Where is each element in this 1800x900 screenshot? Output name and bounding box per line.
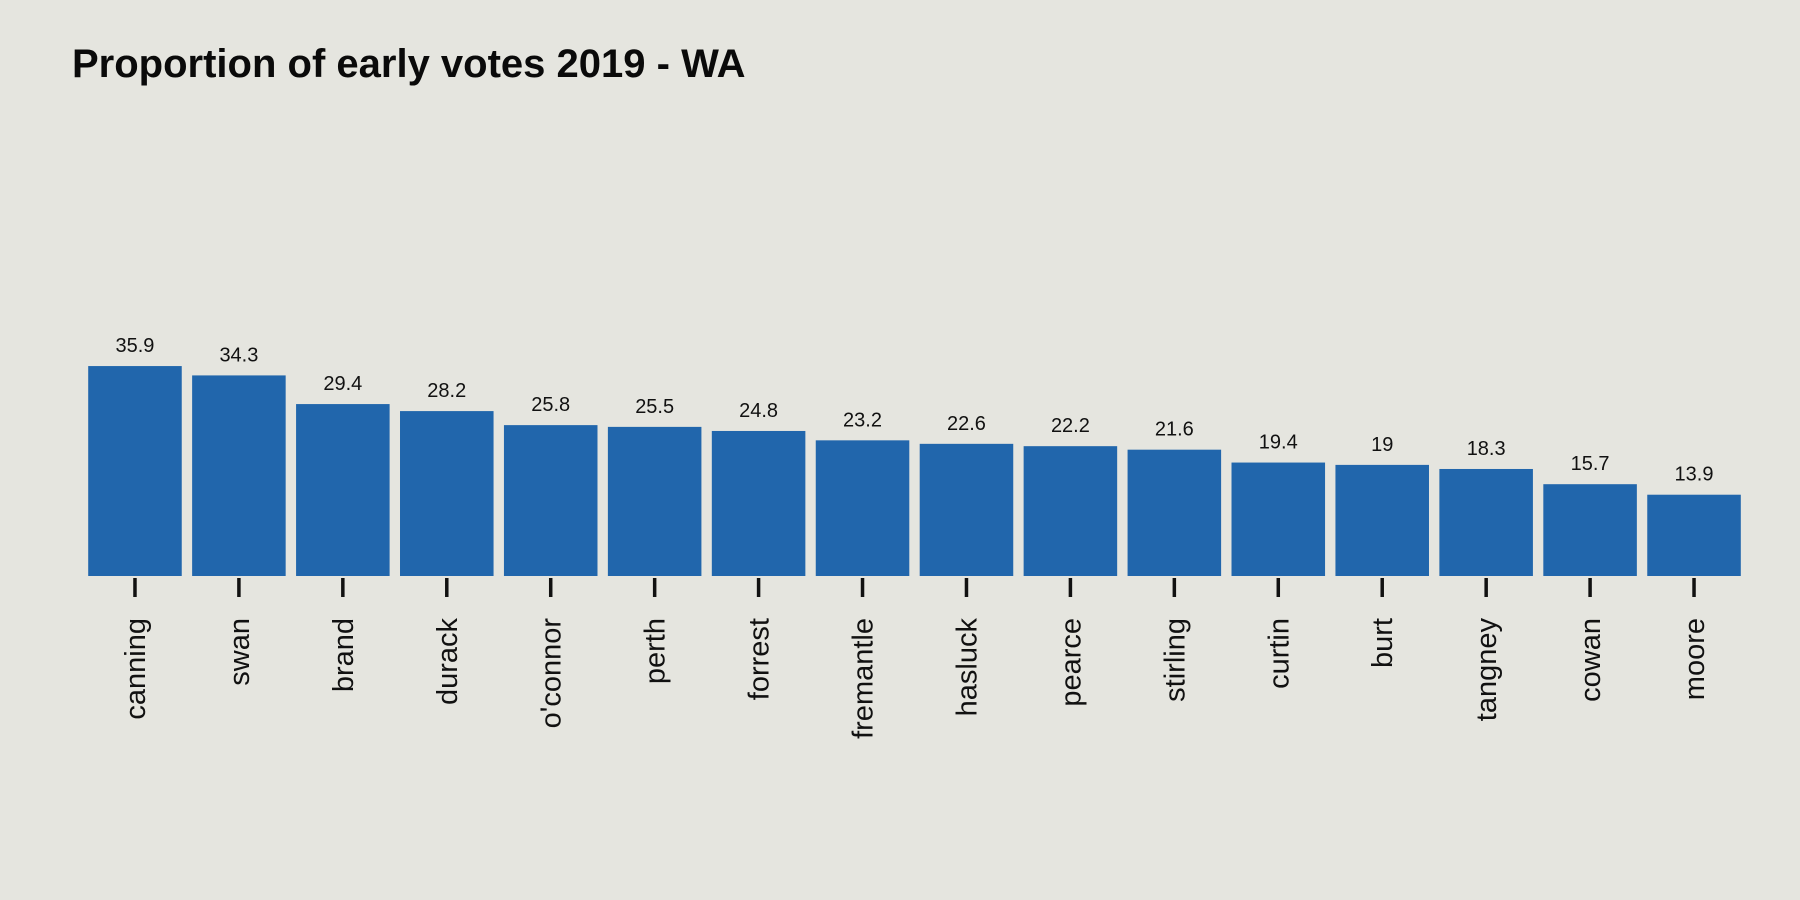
x-tick-label-o-connor: o'connor — [536, 618, 568, 729]
x-tick-label-cowan: cowan — [1575, 618, 1607, 702]
bar-o-connor — [503, 425, 598, 576]
data-label-forrest: 24.8 — [739, 400, 778, 422]
x-tick-label-brand: brand — [328, 618, 360, 692]
data-label-perth: 25.5 — [635, 396, 674, 418]
bar-canning — [88, 366, 182, 576]
bar-cowan — [1543, 484, 1637, 576]
chart-title: Proportion of early votes 2019 - WA — [72, 42, 746, 86]
x-axis-tick-labels-layer: canning swan brand durack o'connor perth forre… — [120, 618, 1711, 739]
bar-swan — [192, 375, 286, 576]
bar-forrest — [711, 430, 806, 576]
bar-durack — [400, 411, 494, 576]
x-tick-label-tangney: tangney — [1471, 618, 1503, 722]
data-label-tangney: 18.3 — [1467, 438, 1506, 460]
bar-perth — [607, 426, 702, 576]
bar-moore — [1647, 494, 1741, 576]
x-tick-label-burt: burt — [1367, 618, 1399, 668]
x-tick-label-perth: perth — [640, 618, 672, 684]
bar-curtin — [1231, 462, 1326, 576]
data-label-fremantle: 23.2 — [843, 409, 882, 431]
bar-hasluck — [919, 443, 1014, 576]
bar-fremantle — [815, 440, 910, 576]
data-label-durack: 28.2 — [427, 380, 466, 402]
data-label-canning: 35.9 — [116, 335, 155, 357]
bar-burt — [1335, 464, 1429, 576]
x-tick-label-forrest: forrest — [744, 618, 776, 700]
bars-layer — [88, 366, 1741, 576]
x-tick-label-swan: swan — [224, 618, 256, 686]
data-label-cowan: 15.7 — [1571, 453, 1610, 475]
data-label-pearce: 22.2 — [1051, 415, 1090, 437]
x-tick-label-hasluck: hasluck — [951, 618, 983, 717]
x-tick-label-durack: durack — [432, 618, 464, 706]
bar-pearce — [1023, 446, 1118, 576]
bar-brand — [296, 404, 390, 576]
data-label-stirling: 21.6 — [1155, 419, 1194, 441]
x-tick-label-fremantle: fremantle — [848, 618, 880, 739]
data-labels-layer: 35.9 34.3 29.4 28.2 25.8 25.5 24.8 23.2 22.6 22.2… — [116, 335, 1714, 486]
x-axis-ticks-layer — [133, 578, 1696, 597]
bar-tangney — [1439, 468, 1533, 576]
x-tick-label-pearce: pearce — [1055, 618, 1087, 707]
x-tick-label-stirling: stirling — [1159, 618, 1191, 702]
data-label-burt: 19 — [1371, 434, 1393, 456]
x-tick-label-canning: canning — [120, 618, 152, 720]
bar-stirling — [1127, 449, 1222, 576]
x-tick-label-moore: moore — [1679, 618, 1711, 700]
data-label-brand: 29.4 — [323, 373, 362, 395]
x-tick-label-curtin: curtin — [1263, 618, 1295, 689]
data-label-hasluck: 22.6 — [947, 413, 986, 435]
data-label-curtin: 19.4 — [1259, 432, 1298, 454]
data-label-moore: 13.9 — [1675, 464, 1714, 486]
data-label-o-connor: 25.8 — [531, 394, 570, 416]
data-label-swan: 34.3 — [219, 344, 258, 366]
